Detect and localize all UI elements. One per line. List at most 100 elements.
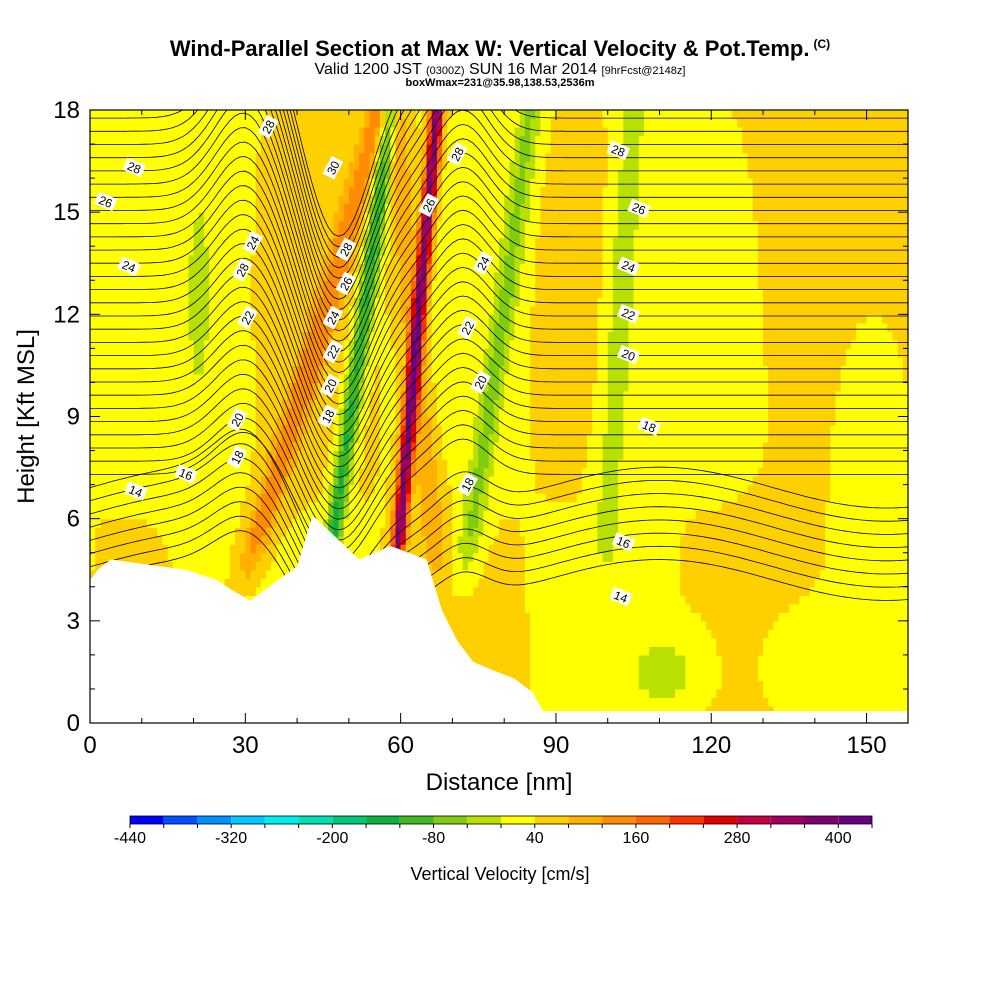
velocity-cell — [291, 510, 298, 520]
velocity-cell — [493, 637, 500, 647]
velocity-cell — [214, 510, 221, 520]
velocity-cell — [395, 501, 402, 511]
velocity-cell — [162, 501, 169, 511]
velocity-cell — [814, 620, 821, 630]
velocity-cell — [861, 671, 868, 681]
velocity-cell — [587, 646, 593, 656]
velocity-cell — [514, 501, 521, 511]
velocity-cell — [245, 527, 252, 537]
velocity-cell — [597, 706, 604, 716]
velocity-cell — [690, 493, 697, 503]
velocity-cell — [804, 697, 811, 707]
velocity-cell — [685, 561, 692, 571]
velocity-cell — [840, 459, 847, 469]
velocity-cell — [726, 552, 733, 562]
velocity-cell — [623, 493, 630, 503]
velocity-cell — [110, 544, 117, 554]
velocity-cell — [706, 697, 712, 707]
velocity-cell — [618, 637, 624, 647]
velocity-cell — [669, 603, 676, 613]
velocity-cell — [100, 552, 107, 562]
velocity-cell — [545, 535, 552, 545]
velocity-cell — [659, 680, 666, 690]
velocity-cell — [685, 476, 692, 486]
velocity-cell — [669, 595, 676, 605]
velocity-cell — [297, 527, 303, 537]
velocity-cell — [514, 561, 521, 571]
velocity-cell — [654, 663, 661, 673]
velocity-cell — [680, 654, 686, 664]
velocity-cell — [473, 578, 479, 588]
velocity-cell — [462, 578, 469, 588]
velocity-cell — [343, 535, 350, 545]
velocity-cell — [136, 510, 143, 520]
velocity-cell — [188, 544, 195, 554]
velocity-cell — [690, 612, 697, 622]
velocity-cell — [778, 544, 785, 554]
velocity-cell — [690, 569, 697, 579]
velocity-cell — [856, 561, 862, 571]
velocity-cell — [576, 484, 583, 494]
velocity-cell — [405, 510, 412, 520]
velocity-cell — [452, 603, 459, 613]
velocity-cell — [633, 484, 640, 494]
velocity-cell — [483, 637, 490, 647]
velocity-cell — [416, 493, 422, 503]
velocity-cell — [654, 484, 661, 494]
velocity-cell — [700, 501, 707, 511]
velocity-cell — [302, 467, 309, 477]
velocity-cell — [561, 595, 567, 605]
velocity-cell — [95, 561, 101, 571]
velocity-cell — [571, 561, 578, 571]
velocity-cell — [628, 663, 635, 673]
velocity-cell — [856, 612, 862, 622]
velocity-cell — [90, 569, 96, 579]
velocity-cell — [757, 459, 764, 469]
velocity-cell — [685, 697, 692, 707]
velocity-cell — [840, 637, 847, 647]
velocity-cell — [592, 654, 598, 664]
velocity-cell — [473, 510, 479, 520]
velocity-cell — [716, 697, 723, 707]
velocity-cell — [866, 467, 873, 477]
velocity-cell — [706, 501, 712, 511]
velocity-cell — [369, 476, 376, 486]
velocity-cell — [524, 569, 531, 579]
velocity-cell — [219, 527, 226, 537]
velocity-cell — [203, 450, 210, 460]
velocity-cell — [561, 561, 567, 571]
velocity-cell — [716, 680, 723, 690]
velocity-cell — [675, 484, 681, 494]
velocity-cell — [711, 663, 718, 673]
velocity-cell — [545, 637, 552, 647]
velocity-cell — [576, 663, 583, 673]
velocity-cell — [876, 663, 883, 673]
velocity-cell — [504, 603, 510, 613]
velocity-cell — [752, 510, 759, 520]
velocity-cell — [286, 450, 293, 460]
velocity-cell — [519, 612, 526, 622]
velocity-cell — [157, 527, 164, 537]
velocity-cell — [742, 706, 749, 716]
velocity-cell — [198, 552, 205, 562]
velocity-cell — [623, 501, 630, 511]
velocity-cell — [162, 450, 169, 460]
velocity-cell — [473, 527, 479, 537]
velocity-cell — [431, 476, 438, 486]
velocity-cell — [711, 620, 718, 630]
velocity-cell — [483, 535, 490, 545]
velocity-cell — [447, 578, 453, 588]
velocity-cell — [902, 552, 908, 562]
velocity-cell — [550, 493, 557, 503]
velocity-cell — [820, 595, 826, 605]
velocity-cell — [840, 654, 847, 664]
velocity-cell — [509, 629, 516, 639]
velocity-cell — [271, 527, 277, 537]
velocity-cell — [540, 544, 547, 554]
velocity-cell — [561, 688, 567, 698]
velocity-cell — [897, 688, 904, 698]
velocity-cell — [757, 467, 764, 477]
velocity-cell — [467, 518, 474, 528]
velocity-cell — [545, 629, 552, 639]
velocity-cell — [348, 518, 355, 528]
